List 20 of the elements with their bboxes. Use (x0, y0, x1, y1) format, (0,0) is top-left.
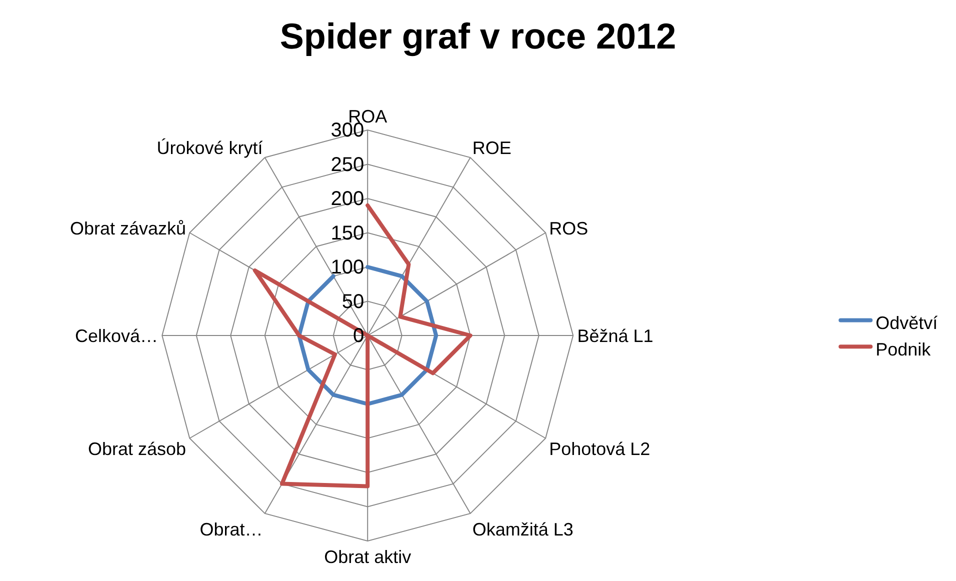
y-tick-label: 200 (330, 188, 364, 210)
y-tick-label: 0 (352, 325, 364, 347)
spoke-label: Obrat zásob (88, 438, 186, 459)
legend-label: Podnik (876, 340, 932, 360)
spoke-label: Běžná L1 (577, 326, 654, 346)
y-tick-label: 100 (330, 256, 364, 278)
spoke-label: Obrat závazků (70, 218, 186, 238)
spoke-label: ROS (549, 218, 588, 238)
y-tick-label: 50 (342, 290, 364, 313)
y-tick-label: 250 (330, 154, 364, 176)
spoke-label: Pohotová L2 (549, 438, 650, 459)
y-tick-label: 150 (330, 222, 364, 244)
spoke-label: Obrat… (200, 520, 263, 540)
spoke-label: Obrat aktiv (324, 547, 412, 568)
chart-title: Spider graf v roce 2012 (280, 15, 676, 56)
spoke-label: Úrokové krytí (156, 138, 263, 158)
spoke-label: Celková… (74, 326, 158, 346)
legend-label: Odvětví (876, 313, 938, 334)
spoke-label: Okamžitá L3 (472, 520, 574, 540)
spoke-label: ROE (472, 138, 512, 158)
